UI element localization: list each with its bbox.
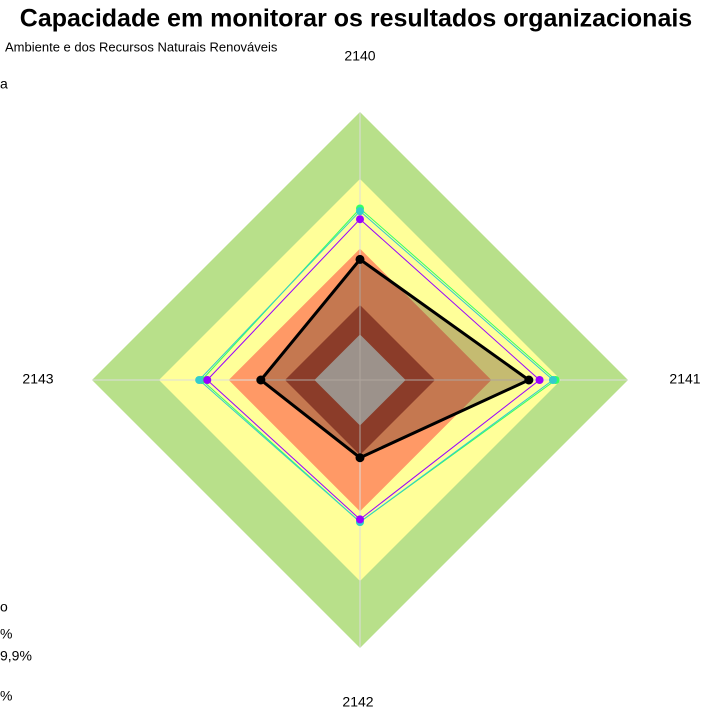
series-point xyxy=(356,515,364,524)
series-point xyxy=(524,375,534,385)
cropped-text: % xyxy=(0,688,12,704)
chart-title: Capacidade em monitorar os resultados or… xyxy=(20,5,692,33)
cropped-text: 9,9% xyxy=(0,648,32,664)
cropped-text: Ambiente e dos Recursos Naturais Renováv… xyxy=(5,39,278,54)
series-point xyxy=(203,376,212,384)
cropped-text: a xyxy=(0,76,8,92)
axis-label: 2143 xyxy=(22,371,53,387)
cropped-text: o xyxy=(0,599,8,615)
series-point xyxy=(355,453,365,463)
series-point xyxy=(356,215,364,224)
series-point xyxy=(548,376,557,384)
axis-label: 2142 xyxy=(342,694,373,710)
series-point xyxy=(195,376,204,384)
axis-label: 2140 xyxy=(344,48,375,64)
series-point xyxy=(356,207,364,216)
axis-label: 2141 xyxy=(669,371,700,387)
series-point xyxy=(355,254,365,264)
cropped-text: % xyxy=(0,626,12,642)
series-point xyxy=(256,375,266,385)
series-point xyxy=(535,376,544,384)
